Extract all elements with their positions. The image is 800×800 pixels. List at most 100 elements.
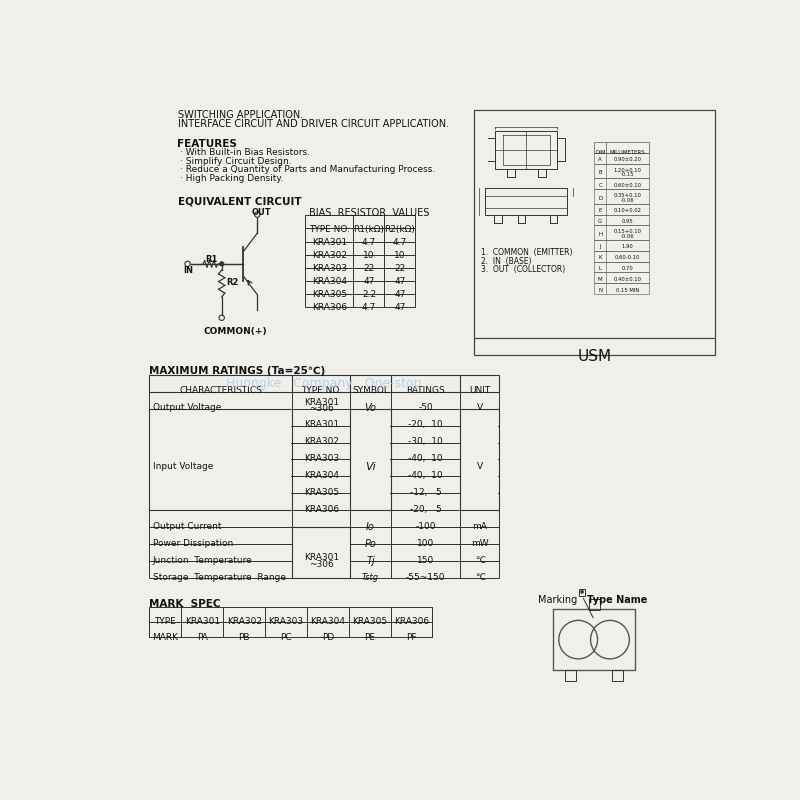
Text: -0.15: -0.15	[621, 172, 634, 178]
Text: 1.20+0.10: 1.20+0.10	[614, 168, 642, 173]
Bar	[565, 670, 576, 682]
Bar	[594, 153, 649, 164]
Bar	[612, 670, 623, 682]
Text: MARK: MARK	[152, 633, 178, 642]
Text: -12,   5: -12, 5	[410, 488, 442, 497]
Text: 10: 10	[363, 250, 374, 260]
Text: SYMBOL: SYMBOL	[352, 386, 389, 395]
Text: KRA302: KRA302	[312, 250, 347, 260]
Bar	[594, 164, 649, 178]
Text: ~306: ~306	[309, 404, 334, 413]
Text: Type Name: Type Name	[587, 595, 648, 605]
Text: 0.95: 0.95	[622, 219, 634, 224]
Text: KRA303: KRA303	[269, 618, 303, 626]
Text: KRA301: KRA301	[304, 420, 339, 429]
Text: 2.  IN  (BASE): 2. IN (BASE)	[481, 257, 531, 266]
Text: TYPE: TYPE	[154, 618, 176, 626]
Text: PD: PD	[322, 633, 334, 642]
Text: -40,  10: -40, 10	[408, 471, 443, 480]
Text: 1.90: 1.90	[622, 245, 634, 250]
Text: KRA301: KRA301	[185, 618, 220, 626]
Text: R1(kΩ): R1(kΩ)	[354, 225, 385, 234]
Bar	[594, 250, 649, 262]
Bar	[589, 599, 600, 610]
Text: -0.06: -0.06	[621, 198, 634, 202]
Text: Output Voltage: Output Voltage	[153, 403, 221, 412]
Bar	[306, 254, 415, 268]
Text: mA: mA	[472, 522, 487, 531]
Text: -55~150: -55~150	[406, 573, 446, 582]
Text: N: N	[598, 287, 602, 293]
Text: -0.06: -0.06	[621, 234, 634, 239]
Text: 0.60±0.10: 0.60±0.10	[614, 183, 642, 188]
Text: KRA301: KRA301	[304, 554, 339, 562]
Bar	[594, 240, 649, 250]
Text: RATINGS: RATINGS	[406, 386, 445, 395]
Text: Tstg: Tstg	[362, 573, 379, 582]
Text: Marking: Marking	[538, 595, 577, 605]
Text: mW: mW	[471, 538, 489, 548]
Text: · With Built-in Bias Resistors.: · With Built-in Bias Resistors.	[180, 148, 310, 158]
Text: G: G	[598, 219, 602, 224]
Text: KRA304: KRA304	[304, 471, 338, 480]
Text: Io: Io	[366, 522, 375, 532]
Text: IN: IN	[183, 266, 193, 275]
Bar	[594, 204, 649, 214]
Bar	[594, 214, 649, 226]
Text: SWITCHING APPLICATION.: SWITCHING APPLICATION.	[178, 110, 302, 120]
Text: 4.7: 4.7	[362, 238, 376, 246]
Bar	[306, 242, 415, 254]
Bar	[474, 110, 714, 354]
Text: KRA303: KRA303	[312, 264, 347, 273]
Text: B: B	[598, 170, 602, 175]
Text: KRA304: KRA304	[312, 277, 347, 286]
Text: Junction  Temperature: Junction Temperature	[153, 556, 253, 565]
Bar	[306, 268, 415, 281]
Text: L: L	[598, 266, 602, 271]
Text: TYPE NO.: TYPE NO.	[309, 225, 350, 234]
Text: H: H	[598, 232, 602, 237]
Text: · High Packing Density.: · High Packing Density.	[180, 174, 283, 182]
Bar	[149, 374, 499, 392]
Bar	[149, 426, 499, 442]
Text: PF: PF	[406, 633, 417, 642]
Text: KRA306: KRA306	[394, 618, 429, 626]
Text: J: J	[599, 245, 601, 250]
Text: KRA301: KRA301	[304, 398, 339, 407]
Text: ℃: ℃	[474, 556, 485, 565]
Bar	[149, 409, 499, 426]
Text: CHARACTERISTICS: CHARACTERISTICS	[179, 386, 262, 395]
Text: BIAS  RESISTOR  VALUES: BIAS RESISTOR VALUES	[310, 208, 430, 218]
Circle shape	[220, 262, 224, 266]
Text: PB: PB	[238, 633, 250, 642]
Bar	[594, 283, 649, 294]
Text: Po: Po	[365, 538, 377, 549]
Text: D: D	[598, 195, 602, 201]
Text: K: K	[598, 255, 602, 260]
Text: KRA301: KRA301	[312, 238, 347, 246]
Text: EQUIVALENT CIRCUIT: EQUIVALENT CIRCUIT	[178, 196, 301, 206]
Text: KRA306: KRA306	[304, 505, 339, 514]
Text: 2.2: 2.2	[362, 290, 376, 299]
Text: KRA305: KRA305	[312, 290, 347, 299]
Text: -20,   5: -20, 5	[410, 505, 442, 514]
Text: KRA302: KRA302	[226, 618, 262, 626]
Bar	[149, 527, 499, 544]
Bar	[579, 589, 585, 596]
Text: M: M	[598, 277, 602, 282]
Text: KRA302: KRA302	[304, 437, 338, 446]
Text: 0.35+0.10: 0.35+0.10	[614, 193, 642, 198]
Text: 47: 47	[394, 290, 406, 299]
Text: KRA304: KRA304	[310, 618, 346, 626]
Bar	[149, 544, 499, 561]
Text: 1.  COMMON  (EMITTER): 1. COMMON (EMITTER)	[481, 249, 572, 258]
Text: 150: 150	[417, 556, 434, 565]
Text: 47: 47	[394, 303, 406, 312]
Text: Input Voltage: Input Voltage	[153, 462, 213, 470]
Text: R1: R1	[206, 255, 218, 264]
Text: -40,  10: -40, 10	[408, 454, 443, 463]
Text: 3.  OUT  (COLLECTOR): 3. OUT (COLLECTOR)	[481, 266, 565, 274]
Text: COMMON(+): COMMON(+)	[203, 327, 266, 336]
Bar	[351, 410, 390, 510]
Bar	[594, 226, 649, 240]
